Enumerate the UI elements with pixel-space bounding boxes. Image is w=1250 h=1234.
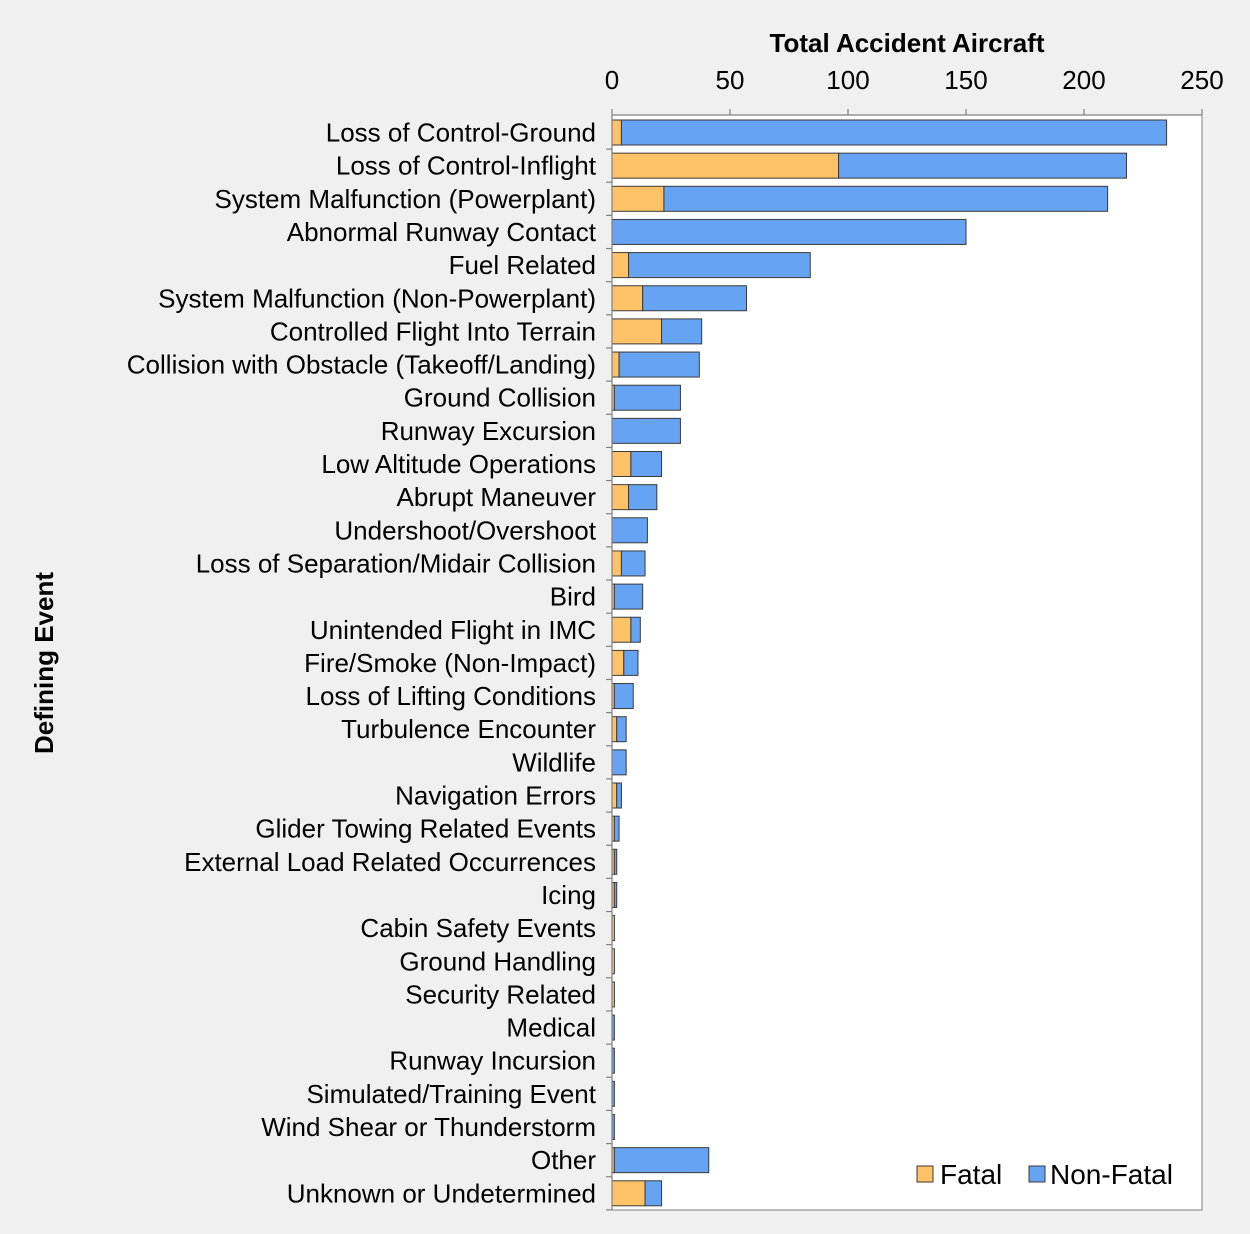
bar-non-fatal bbox=[623, 649, 639, 676]
plot-area bbox=[611, 114, 1203, 1211]
bar-non-fatal bbox=[630, 451, 663, 477]
bar-fatal bbox=[611, 185, 665, 212]
bar-non-fatal bbox=[628, 484, 658, 511]
bar-fatal bbox=[611, 550, 622, 577]
category-label: Navigation Errors bbox=[395, 781, 596, 811]
bar-non-fatal bbox=[613, 815, 620, 842]
bar-non-fatal bbox=[613, 1147, 710, 1174]
bar-non-fatal bbox=[661, 318, 703, 345]
category-label: Turbulence Encounter bbox=[341, 714, 596, 744]
bar-fatal bbox=[611, 318, 663, 345]
legend-swatch-fatal bbox=[916, 1165, 934, 1183]
x-axis-ticks: 0 50 100 150 200 250 bbox=[605, 65, 1224, 115]
category-label: Runway Excursion bbox=[381, 416, 596, 446]
category-label: Icing bbox=[541, 880, 596, 910]
bar-fatal bbox=[611, 616, 632, 643]
category-label: Collision with Obstacle (Takeoff/Landing… bbox=[127, 350, 596, 380]
bar-fatal bbox=[611, 782, 618, 809]
bars bbox=[611, 119, 1168, 1207]
bar-non-fatal bbox=[611, 218, 967, 245]
bar-fatal bbox=[611, 484, 630, 511]
category-label: Unintended Flight in IMC bbox=[310, 615, 596, 645]
bar-non-fatal bbox=[630, 616, 641, 643]
legend: Fatal Non-Fatal bbox=[916, 1159, 1173, 1190]
category-label: Cabin Safety Events bbox=[360, 913, 596, 943]
bar-fatal bbox=[611, 649, 625, 676]
bar-non-fatal bbox=[613, 683, 634, 710]
bar-fatal bbox=[611, 152, 840, 179]
bar-non-fatal bbox=[620, 550, 646, 577]
bar-non-fatal bbox=[628, 252, 811, 279]
category-label: Loss of Control-Inflight bbox=[336, 151, 597, 181]
bar-non-fatal bbox=[613, 583, 644, 610]
y-axis-title: Defining Event bbox=[29, 572, 59, 754]
bar-non-fatal bbox=[644, 1180, 663, 1207]
category-label: System Malfunction (Non-Powerplant) bbox=[158, 283, 596, 313]
bar-fatal bbox=[611, 351, 620, 378]
category-label: Controlled Flight Into Terrain bbox=[270, 316, 596, 346]
bar-non-fatal bbox=[613, 848, 618, 875]
legend-label-fatal: Fatal bbox=[940, 1159, 1002, 1190]
bar-fatal bbox=[611, 119, 622, 146]
category-label: Wind Shear or Thunderstorm bbox=[261, 1112, 596, 1142]
x-tick-label: 50 bbox=[716, 65, 745, 95]
category-label: External Load Related Occurrences bbox=[184, 847, 596, 877]
category-label: Fire/Smoke (Non-Impact) bbox=[304, 648, 596, 678]
x-tick-label: 150 bbox=[944, 65, 987, 95]
category-label: Other bbox=[531, 1145, 596, 1175]
bar-fatal bbox=[611, 716, 618, 743]
category-label: Loss of Control-Ground bbox=[326, 118, 596, 148]
bar-non-fatal bbox=[620, 119, 1168, 146]
bar-non-fatal bbox=[613, 881, 618, 908]
category-label: Abrupt Maneuver bbox=[397, 482, 597, 512]
legend-label-non-fatal: Non-Fatal bbox=[1050, 1159, 1173, 1190]
category-label: Security Related bbox=[405, 979, 596, 1009]
category-label: Runway Incursion bbox=[389, 1046, 596, 1076]
category-label: Loss of Separation/Midair Collision bbox=[196, 548, 596, 578]
x-tick-label: 250 bbox=[1180, 65, 1223, 95]
category-label: Bird bbox=[550, 582, 596, 612]
x-axis-title: Total Accident Aircraft bbox=[770, 28, 1045, 58]
category-label: Ground Collision bbox=[404, 383, 596, 413]
bar-fatal bbox=[611, 1180, 646, 1207]
bar-non-fatal bbox=[838, 152, 1127, 179]
category-label: Unknown or Undetermined bbox=[287, 1178, 596, 1208]
x-tick-label: 100 bbox=[826, 65, 869, 95]
bar-non-fatal bbox=[663, 185, 1109, 212]
bar-non-fatal bbox=[618, 351, 700, 378]
bar-fatal bbox=[611, 451, 632, 477]
category-label: System Malfunction (Powerplant) bbox=[215, 184, 596, 214]
category-label: Ground Handling bbox=[399, 946, 596, 976]
bar-fatal bbox=[611, 252, 630, 279]
bar-non-fatal bbox=[611, 417, 681, 444]
category-label: Wildlife bbox=[512, 747, 596, 777]
legend-swatch-non-fatal bbox=[1028, 1165, 1046, 1183]
category-label: Medical bbox=[506, 1013, 596, 1043]
category-label: Low Altitude Operations bbox=[321, 449, 596, 479]
bar-non-fatal bbox=[616, 716, 627, 743]
bar-non-fatal bbox=[642, 285, 748, 312]
x-tick-label: 200 bbox=[1062, 65, 1105, 95]
category-label: Loss of Lifting Conditions bbox=[305, 681, 596, 711]
bar-non-fatal bbox=[613, 384, 681, 411]
category-label: Undershoot/Overshoot bbox=[334, 515, 596, 545]
category-label: Glider Towing Related Events bbox=[255, 814, 596, 844]
category-label: Simulated/Training Event bbox=[306, 1079, 596, 1109]
category-label: Fuel Related bbox=[449, 250, 596, 280]
bar-non-fatal bbox=[611, 749, 627, 776]
bar-non-fatal bbox=[616, 782, 622, 809]
bar-non-fatal bbox=[611, 517, 648, 544]
x-tick-label: 0 bbox=[605, 65, 619, 95]
bar-fatal bbox=[611, 285, 644, 312]
category-label: Abnormal Runway Contact bbox=[287, 217, 597, 247]
